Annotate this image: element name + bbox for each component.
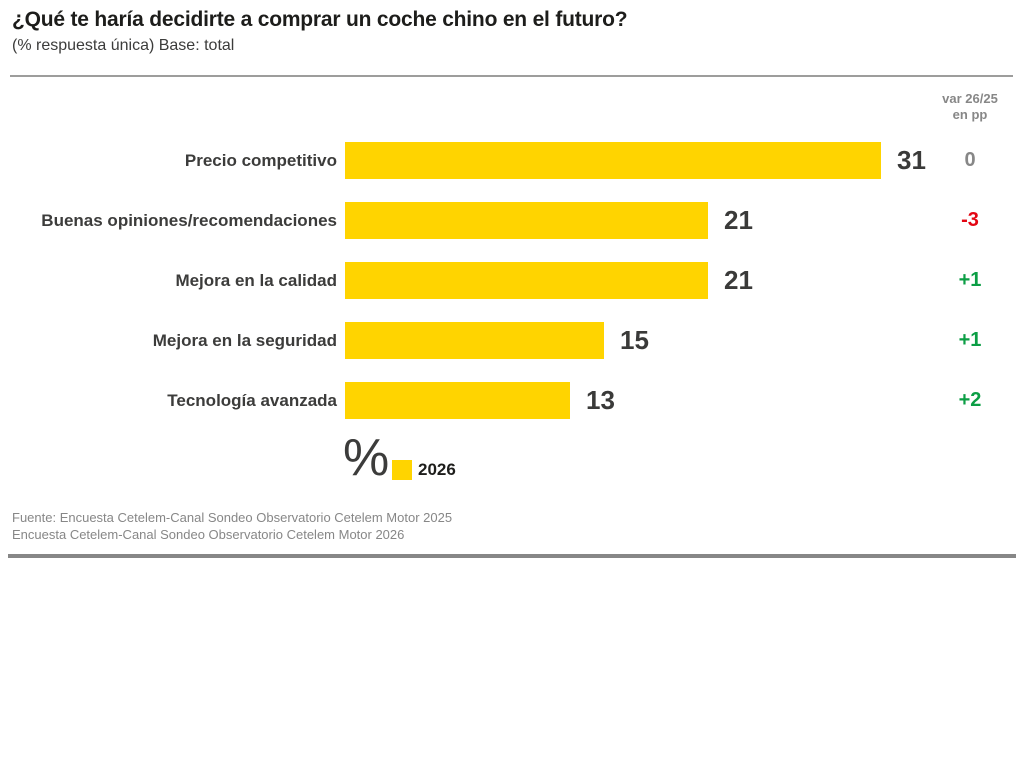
bar-area: 31 <box>345 142 926 179</box>
bar-2026 <box>345 202 708 239</box>
bar-chart: Precio competitivo 31 0 Buenas opiniones… <box>0 142 1024 419</box>
bar-area: 13 <box>345 382 615 419</box>
page-subtitle: (% respuesta única) Base: total <box>12 37 235 54</box>
bottom-divider <box>8 554 1016 558</box>
variation-value: +2 <box>958 389 982 411</box>
value-label: 31 <box>897 145 926 175</box>
chart-row: Precio competitivo 31 0 <box>0 142 1024 179</box>
value-label: 21 <box>724 265 753 295</box>
page-title: ¿Qué te haría decidirte a comprar un coc… <box>12 8 628 31</box>
bar-area: 21 <box>345 262 753 299</box>
legend-color-swatch-2026 <box>392 460 412 480</box>
bar-area: 15 <box>345 322 649 359</box>
top-divider <box>10 75 1013 77</box>
bar-2026 <box>345 382 570 419</box>
chart-row: Mejora en la calidad 21 +1 <box>0 262 1024 299</box>
category-label: Tecnología avanzada <box>167 391 337 410</box>
chart-row: Buenas opiniones/recomendaciones 21 -3 <box>0 202 1024 239</box>
category-label: Buenas opiniones/recomendaciones <box>41 211 337 230</box>
legend-year-label: 2026 <box>418 460 456 479</box>
var-column-header-line1: var 26/25 <box>942 91 998 106</box>
source-note: Fuente: Encuesta Cetelem-Canal Sondeo Ob… <box>12 509 452 543</box>
bar-area: 21 <box>345 202 753 239</box>
value-label: 21 <box>724 205 753 235</box>
variation-value: +1 <box>958 269 982 291</box>
chart-row: Tecnología avanzada 13 +2 <box>0 382 1024 419</box>
bar-2026 <box>345 142 881 179</box>
chart-row: Mejora en la seguridad 15 +1 <box>0 322 1024 359</box>
variation-value: 0 <box>964 149 976 171</box>
variation-value: +1 <box>958 329 982 351</box>
value-label: 13 <box>586 385 615 415</box>
category-label: Precio competitivo <box>184 151 337 170</box>
bar-2026 <box>345 322 604 359</box>
bar-2026 <box>345 262 708 299</box>
source-line-1: Fuente: Encuesta Cetelem-Canal Sondeo Ob… <box>12 510 453 525</box>
variation-value: -3 <box>961 209 979 231</box>
var-column-header-line2: en pp <box>952 107 988 122</box>
var-column-header: var 26/25 en pp <box>925 91 1015 123</box>
category-label: Mejora en la seguridad <box>152 331 337 350</box>
percent-unit-symbol: % <box>343 429 390 487</box>
value-label: 15 <box>620 325 649 355</box>
category-label: Mejora en la calidad <box>175 271 337 290</box>
source-line-2: Encuesta Cetelem-Canal Sondeo Observator… <box>12 527 405 542</box>
